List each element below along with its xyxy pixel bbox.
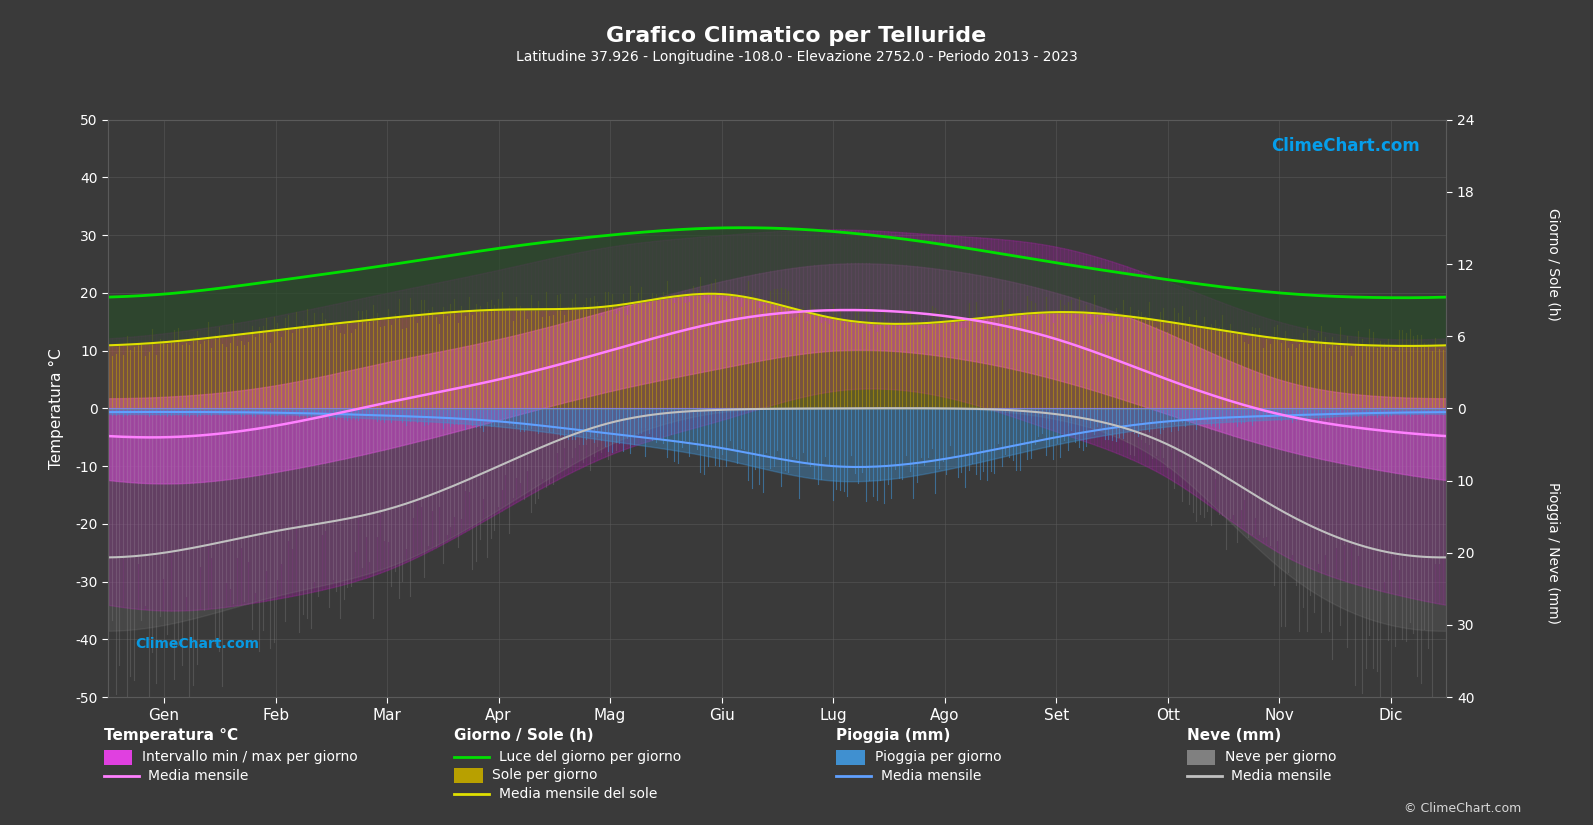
- Y-axis label: Temperatura °C: Temperatura °C: [49, 348, 64, 469]
- Text: Media mensile del sole: Media mensile del sole: [499, 787, 656, 800]
- Text: Giorno / Sole (h): Giorno / Sole (h): [1547, 208, 1560, 320]
- Text: © ClimeChart.com: © ClimeChart.com: [1403, 802, 1521, 815]
- Text: Sole per giorno: Sole per giorno: [492, 769, 597, 782]
- Text: Pioggia (mm): Pioggia (mm): [836, 728, 951, 743]
- Text: Temperatura °C: Temperatura °C: [104, 728, 237, 743]
- Text: ClimeChart.com: ClimeChart.com: [135, 637, 260, 651]
- Text: Neve (mm): Neve (mm): [1187, 728, 1281, 743]
- Text: Media mensile: Media mensile: [148, 769, 249, 782]
- Text: Pioggia / Neve (mm): Pioggia / Neve (mm): [1547, 482, 1560, 624]
- Text: Grafico Climatico per Telluride: Grafico Climatico per Telluride: [607, 26, 986, 46]
- Text: Intervallo min / max per giorno: Intervallo min / max per giorno: [142, 751, 357, 764]
- Text: ClimeChart.com: ClimeChart.com: [1271, 137, 1419, 155]
- Text: Media mensile: Media mensile: [1231, 769, 1332, 782]
- Text: Pioggia per giorno: Pioggia per giorno: [875, 751, 1000, 764]
- Text: Luce del giorno per giorno: Luce del giorno per giorno: [499, 751, 680, 764]
- Text: Media mensile: Media mensile: [881, 769, 981, 782]
- Text: Giorno / Sole (h): Giorno / Sole (h): [454, 728, 594, 743]
- Text: Latitudine 37.926 - Longitudine -108.0 - Elevazione 2752.0 - Periodo 2013 - 2023: Latitudine 37.926 - Longitudine -108.0 -…: [516, 50, 1077, 64]
- Text: Neve per giorno: Neve per giorno: [1225, 751, 1337, 764]
